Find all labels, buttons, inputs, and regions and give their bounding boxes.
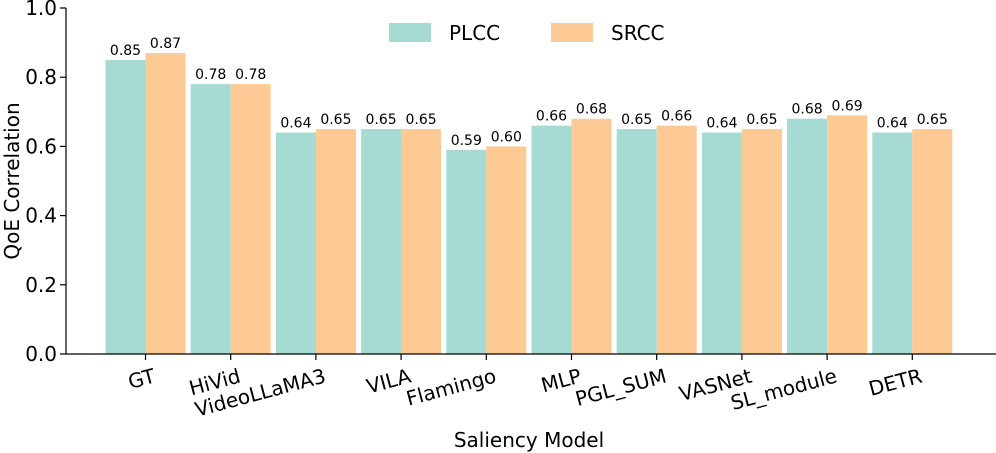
legend: PLCC SRCC [389,21,665,45]
legend-label-srcc: SRCC [611,21,665,45]
x-tick-label: PGL_SUM [573,364,669,411]
bar-srcc-vila [401,129,442,354]
x-tick-label: DETR [866,364,925,401]
x-axis-title: Saliency Model [454,428,604,452]
bar-srcc-detr [912,129,953,354]
bar-srcc-flamingo [486,146,527,354]
bar-srcc-hivid [230,84,271,355]
x-tick-label: GT [125,363,158,393]
data-label-plcc-mlp: 0.66 [536,109,567,125]
data-label-plcc-flamingo: 0.59 [451,133,482,149]
data-label-srcc-vila: 0.65 [406,112,437,128]
bar-srcc-pgl_sum [656,125,697,354]
bars-layer [105,52,953,355]
bar-plcc-hivid [190,84,231,355]
data-label-plcc-sl_module: 0.68 [792,102,823,118]
bar-srcc-gt [145,52,186,354]
data-label-plcc-pgl_sum: 0.65 [621,112,652,128]
data-label-srcc-hivid: 0.78 [235,67,266,83]
data-label-plcc-gt: 0.85 [110,43,141,59]
y-tick-label: 1.0 [25,0,57,20]
y-tick-label: 0.6 [25,134,57,158]
y-ticks-layer: 0.0 0.2 0.4 0.6 0.8 1.0 [25,0,66,366]
data-label-plcc-videollama3: 0.64 [280,116,311,132]
data-label-srcc-vasnet: 0.65 [746,112,777,128]
axes-layer [65,8,996,355]
legend-swatch-srcc [551,23,593,42]
data-label-srcc-sl_module: 0.69 [832,98,863,114]
y-axis-title: QoE Correlation [0,102,24,259]
bar-srcc-sl_module [827,115,868,354]
bar-plcc-gt [105,59,146,355]
legend-swatch-plcc [389,23,431,42]
bar-plcc-pgl_sum [616,129,657,354]
data-label-plcc-hivid: 0.78 [195,67,226,83]
bar-plcc-detr [872,132,913,354]
bar-plcc-mlp [531,125,572,354]
data-label-srcc-detr: 0.65 [917,112,948,128]
data-label-srcc-pgl_sum: 0.66 [661,109,692,125]
bar-plcc-vila [361,129,402,354]
data-label-srcc-flamingo: 0.60 [491,129,522,145]
bar-srcc-vasnet [741,129,782,354]
bar-srcc-videollama3 [315,129,356,354]
legend-label-plcc: PLCC [449,21,500,45]
bar-plcc-sl_module [787,118,828,354]
bar-plcc-vasnet [701,132,742,354]
bar-plcc-videollama3 [275,132,316,354]
y-tick-label: 0.4 [25,204,57,228]
data-label-srcc-gt: 0.87 [150,36,181,52]
bar-plcc-flamingo [446,149,487,354]
data-label-srcc-videollama3: 0.65 [320,112,351,128]
y-tick-label: 0.2 [25,273,57,297]
data-label-srcc-mlp: 0.68 [576,102,607,118]
data-labels-layer: 0.85 0.87 0.78 0.78 0.64 0.65 0.65 0.65 0.59 0.60… [110,36,948,149]
x-tick-label: Flamingo [404,364,499,411]
data-label-plcc-detr: 0.64 [877,116,908,132]
bar-srcc-mlp [571,118,612,354]
data-label-plcc-vasnet: 0.64 [706,116,737,132]
y-tick-label: 0.8 [25,65,57,89]
data-label-plcc-vila: 0.65 [366,112,397,128]
y-tick-label: 0.0 [25,342,57,366]
